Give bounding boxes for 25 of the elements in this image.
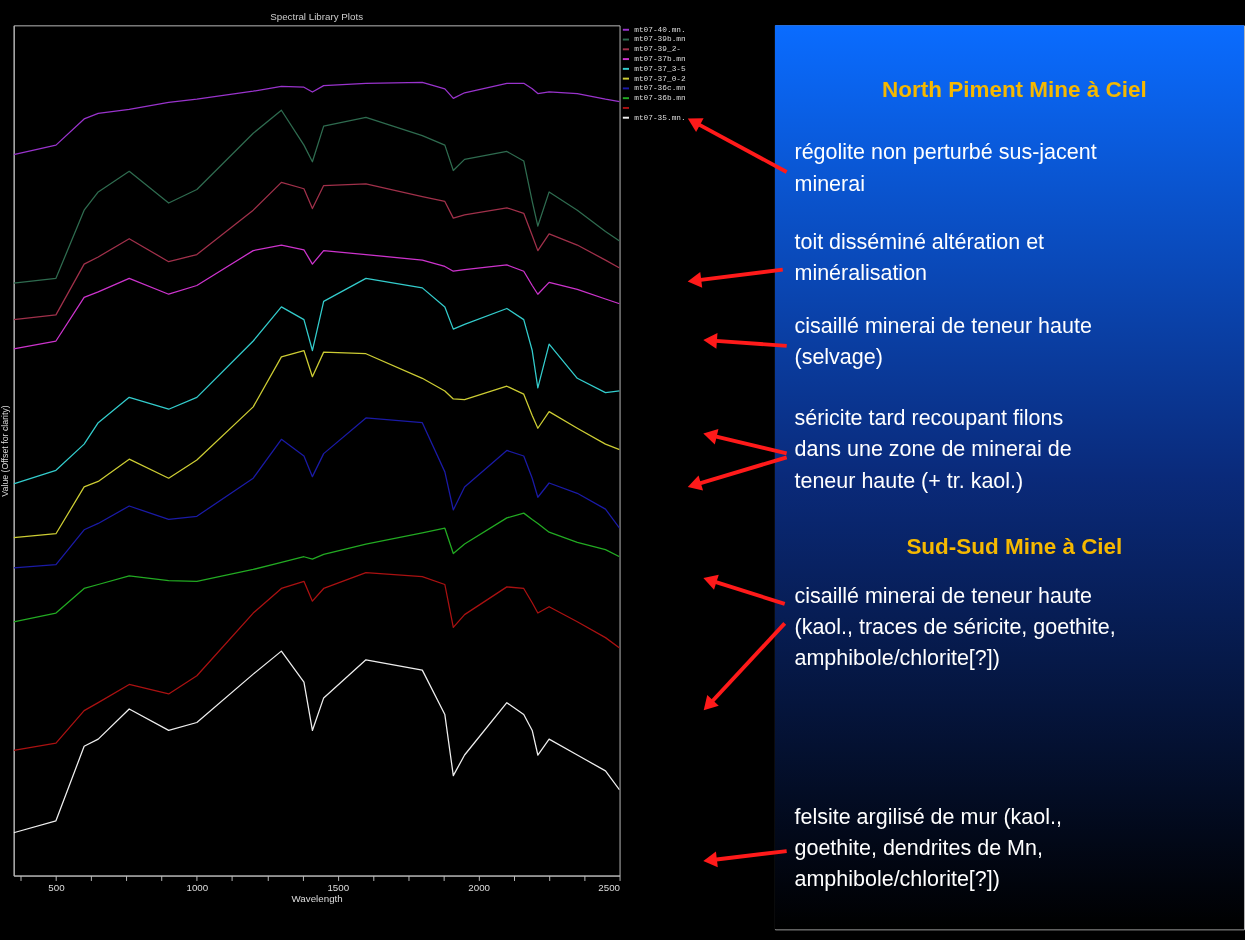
legend-label: mt07-39b.mn	[634, 34, 686, 44]
text: toit disséminé altération et minéralisation	[794, 230, 1045, 286]
x-tick-label: 2500	[598, 881, 621, 893]
text: cisaillé minerai de teneur haute (selvage)	[794, 314, 1092, 370]
legend-label: mt07-35.mn.	[634, 112, 686, 122]
legend-label: mt07-39_2-	[634, 44, 682, 54]
text: Sud-Sud Mine à Ciel	[906, 534, 1123, 560]
text: séricite tard recoupant filons dans une zone de minerai de teneur haute (+ tr. kaol.)	[794, 406, 1072, 493]
text: régolite non perturbé sus-jacent minerai	[794, 140, 1097, 196]
legend-label: mt07-40.mn.	[634, 24, 686, 34]
x-tick-label: 500	[48, 881, 66, 893]
x-tick-label: 2000	[468, 881, 491, 893]
legend-label: mt07-37_3-5	[634, 63, 687, 73]
text: felsite argilisé de mur (kaol., goethite, dendrites de Mn, amphibole/chlorite[?])	[794, 804, 1062, 892]
legend-label: mt07-37_0-2	[634, 73, 687, 83]
x-tick-label: 1500	[327, 881, 350, 893]
legend-label: mt07-36b.mn	[634, 93, 686, 103]
y-axis-title: Value (Offset for clarity)	[0, 405, 11, 497]
legend-label: mt07-37b.mn	[634, 54, 686, 64]
legend-label: mt07-36c.mn	[634, 83, 686, 93]
x-axis-title: Wavelength	[291, 893, 343, 905]
text: North Piment Mine à Ciel	[882, 76, 1147, 102]
x-tick-label: 1000	[186, 881, 209, 893]
text: cisaillé minerai de teneur haute (kaol., traces de séricite, goethite, amphibole/chlorite[?])	[794, 583, 1116, 671]
chart-title: Spectral Library Plots	[270, 10, 364, 22]
